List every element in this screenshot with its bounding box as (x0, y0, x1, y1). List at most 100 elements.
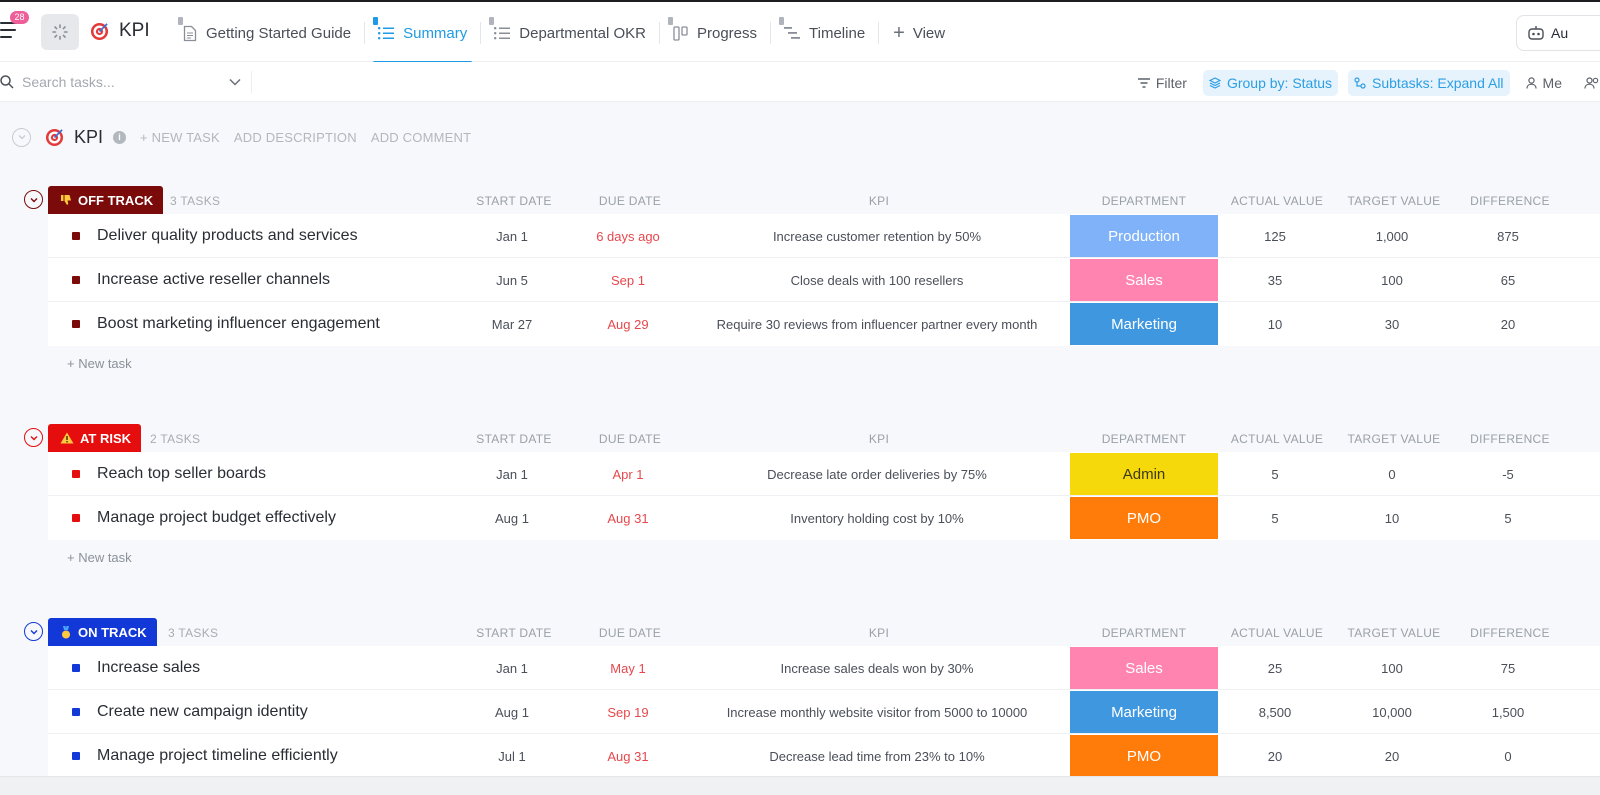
target-value[interactable]: 1,000 (1375, 229, 1409, 244)
start-date[interactable]: Aug 1 (495, 705, 529, 720)
due-date[interactable]: Apr 1 (612, 467, 644, 482)
actual-value[interactable]: 10 (1267, 317, 1283, 332)
menu-icon[interactable] (0, 22, 20, 40)
column-header-target-value[interactable]: TARGET VALUE (1347, 626, 1441, 640)
add-view-button[interactable]: + View (879, 23, 959, 43)
kpi-text[interactable]: Inventory holding cost by 10% (790, 511, 964, 526)
assignees-button[interactable] (1578, 70, 1600, 96)
status-square[interactable] (72, 708, 80, 716)
column-header-actual-value[interactable]: ACTUAL VALUE (1230, 626, 1324, 640)
column-header-start-date[interactable]: START DATE (476, 626, 552, 640)
task-row[interactable]: Manage project timeline efficiently Jul … (48, 734, 1600, 778)
status-square[interactable] (72, 514, 80, 522)
target-value[interactable]: 20 (1384, 749, 1400, 764)
actual-value[interactable]: 35 (1267, 273, 1283, 288)
start-date[interactable]: Jan 1 (496, 661, 528, 676)
due-date[interactable]: Sep 19 (607, 705, 649, 720)
tab-timeline[interactable]: Timeline (771, 2, 878, 64)
column-header-kpi[interactable]: KPI (868, 194, 890, 208)
column-header-start-date[interactable]: START DATE (476, 194, 552, 208)
column-header-actual-value[interactable]: ACTUAL VALUE (1230, 194, 1324, 208)
tab-summary[interactable]: Summary (365, 2, 480, 64)
target-value[interactable]: 100 (1381, 661, 1403, 676)
column-header-kpi[interactable]: KPI (868, 626, 890, 640)
space-title[interactable]: KPI (90, 20, 150, 42)
group-by-button[interactable]: Group by: Status (1202, 70, 1339, 96)
task-row[interactable]: Boost marketing influencer engagement Ma… (48, 302, 1600, 346)
column-header-target-value[interactable]: TARGET VALUE (1347, 432, 1441, 446)
due-date[interactable]: 6 days ago (596, 229, 660, 244)
kpi-text[interactable]: Increase monthly website visitor from 50… (726, 705, 1028, 720)
task-name[interactable]: Reach top seller boards (97, 465, 266, 482)
target-value[interactable]: 100 (1381, 273, 1403, 288)
new-task-button[interactable]: + New task (67, 356, 132, 371)
start-date[interactable]: Jul 1 (498, 749, 526, 764)
status-badge[interactable]: OFF TRACK (48, 186, 164, 214)
kpi-text[interactable]: Close deals with 100 resellers (790, 273, 964, 288)
department-tag[interactable]: PMO (1070, 497, 1218, 539)
automations-button[interactable]: Au (1516, 15, 1600, 51)
status-square[interactable] (72, 664, 80, 672)
column-header-kpi[interactable]: KPI (868, 432, 890, 446)
new-task-button[interactable]: + NEW TASK (140, 129, 220, 145)
collapse-group-toggle[interactable] (24, 190, 43, 209)
task-row[interactable]: Create new campaign identity Aug 1 Sep 1… (48, 690, 1600, 734)
task-name[interactable]: Boost marketing influencer engagement (97, 315, 380, 332)
task-name[interactable]: Increase sales (97, 659, 201, 676)
filter-button[interactable]: Filter (1132, 70, 1193, 96)
chevron-down-icon[interactable] (229, 78, 241, 86)
start-date[interactable]: Aug 1 (495, 511, 529, 526)
target-value[interactable]: 30 (1384, 317, 1400, 332)
status-square[interactable] (72, 752, 80, 760)
kpi-text[interactable]: Increase sales deals won by 30% (780, 661, 974, 676)
due-date[interactable]: Aug 31 (607, 511, 649, 526)
actual-value[interactable]: 25 (1267, 661, 1283, 676)
target-value[interactable]: 0 (1388, 467, 1396, 482)
start-date[interactable]: Jun 5 (496, 273, 528, 288)
kpi-text[interactable]: Decrease lead time from 23% to 10% (769, 749, 985, 764)
status-square[interactable] (72, 320, 80, 328)
collapse-list-toggle[interactable] (12, 127, 31, 147)
task-row[interactable]: Manage project budget effectively Aug 1 … (48, 496, 1600, 540)
actual-value[interactable]: 8,500 (1258, 705, 1292, 720)
collapse-group-toggle[interactable] (24, 428, 43, 447)
department-tag[interactable]: Production (1070, 215, 1218, 257)
department-tag[interactable]: Marketing (1070, 691, 1218, 733)
search-input[interactable]: Search tasks... (0, 71, 252, 93)
tab-departmental-okr[interactable]: Departmental OKR (481, 2, 659, 64)
column-header-due-date[interactable]: DUE DATE (598, 194, 662, 208)
column-header-difference[interactable]: DIFFERENCE (1470, 194, 1550, 208)
target-value[interactable]: 10,000 (1372, 705, 1412, 720)
due-date[interactable]: May 1 (610, 661, 646, 676)
task-row[interactable]: Deliver quality products and services Ja… (48, 214, 1600, 258)
status-square[interactable] (72, 232, 80, 240)
actual-value[interactable]: 20 (1267, 749, 1283, 764)
tab-progress[interactable]: Progress (660, 2, 770, 64)
column-header-difference[interactable]: DIFFERENCE (1470, 432, 1550, 446)
department-tag[interactable]: PMO (1070, 735, 1218, 777)
add-comment-button[interactable]: ADD COMMENT (370, 129, 472, 145)
task-name[interactable]: Manage project budget effectively (97, 509, 336, 526)
kpi-text[interactable]: Increase customer retention by 50% (772, 229, 982, 244)
actual-value[interactable]: 125 (1264, 229, 1286, 244)
start-date[interactable]: Jan 1 (496, 229, 528, 244)
task-name[interactable]: Increase active reseller channels (97, 271, 331, 288)
task-row[interactable]: Reach top seller boards Jan 1 Apr 1 Decr… (48, 452, 1600, 496)
department-tag[interactable]: Marketing (1070, 303, 1218, 345)
due-date[interactable]: Aug 29 (607, 317, 649, 332)
due-date[interactable]: Aug 31 (607, 749, 649, 764)
status-badge[interactable]: AT RISK (48, 424, 142, 452)
actual-value[interactable]: 5 (1271, 511, 1279, 526)
column-header-department[interactable]: DEPARTMENT (1101, 626, 1187, 640)
department-tag[interactable]: Sales (1070, 647, 1218, 689)
kpi-text[interactable]: Decrease late order deliveries by 75% (767, 467, 987, 482)
status-badge[interactable]: ON TRACK (48, 618, 157, 646)
collapse-group-toggle[interactable] (24, 622, 43, 641)
column-header-department[interactable]: DEPARTMENT (1101, 194, 1187, 208)
column-header-start-date[interactable]: START DATE (476, 432, 552, 446)
subtasks-button[interactable]: Subtasks: Expand All (1348, 70, 1510, 96)
column-header-difference[interactable]: DIFFERENCE (1470, 626, 1550, 640)
task-row[interactable]: Increase active reseller channels Jun 5 … (48, 258, 1600, 302)
kpi-text[interactable]: Require 30 reviews from influencer partn… (716, 317, 1038, 332)
task-name[interactable]: Manage project timeline efficiently (97, 747, 338, 764)
